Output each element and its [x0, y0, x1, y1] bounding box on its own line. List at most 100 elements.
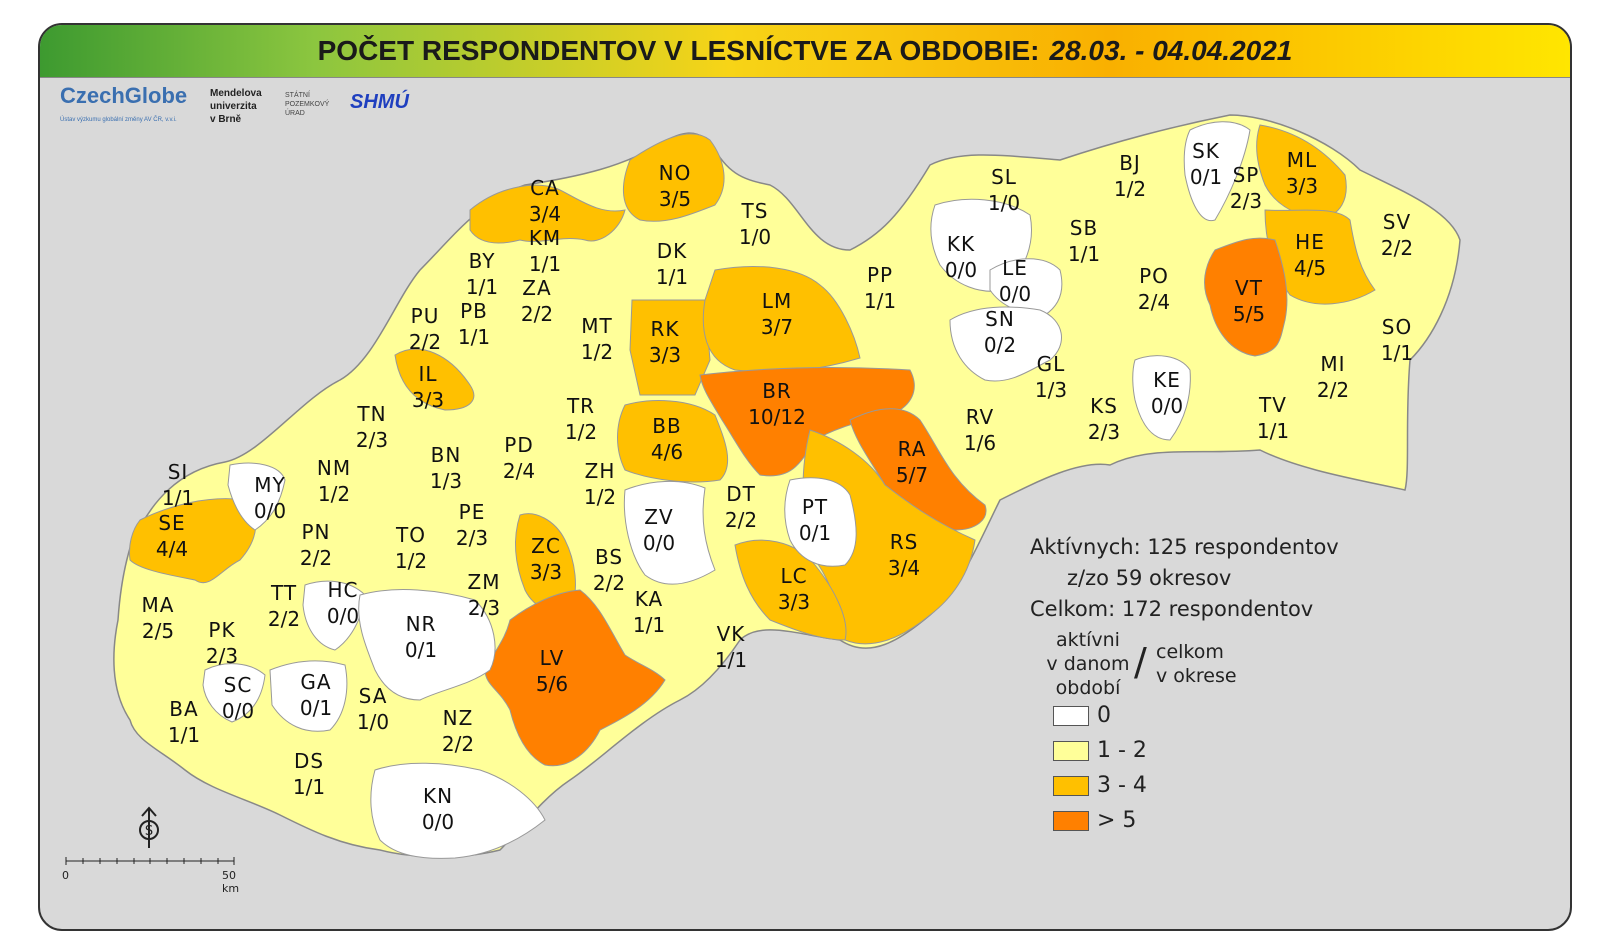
district-count-nz: 2/2 — [442, 732, 474, 756]
district-code-sp: SP — [1233, 163, 1260, 187]
district-count-ds: 1/1 — [293, 775, 325, 799]
district-code-vt: VT — [1235, 276, 1263, 300]
district-code-tr: TR — [566, 394, 595, 418]
district-area-nr — [358, 589, 496, 701]
district-count-zv: 0/0 — [643, 531, 675, 555]
mendel-logo: Mendelova univerzita v Brně — [210, 87, 262, 126]
district-count-ma: 2/5 — [142, 619, 174, 643]
district-count-zc: 3/3 — [530, 560, 562, 584]
district-count-ks: 2/3 — [1088, 420, 1120, 444]
district-area-lc — [734, 539, 847, 641]
district-count-pe: 2/3 — [456, 526, 488, 550]
district-count-dt: 2/2 — [725, 508, 757, 532]
district-code-kn: KN — [423, 784, 453, 808]
district-area-sc — [202, 663, 266, 723]
district-count-pb: 1/1 — [458, 325, 490, 349]
district-count-rv: 1/6 — [964, 431, 996, 455]
district-count-vk: 1/1 — [715, 648, 747, 672]
shmu-logo: SHMÚ — [350, 91, 409, 113]
district-area-lv — [484, 589, 666, 767]
legend-total-line: v okrese — [1156, 665, 1237, 687]
czechglobe-logo: CzechGlobe Ústav výzkumu globální změny … — [60, 83, 187, 123]
district-code-ke: KE — [1153, 368, 1181, 392]
district-count-zm: 2/3 — [468, 596, 500, 620]
colored-regions — [129, 124, 1376, 767]
legend-label: 0 — [1097, 703, 1111, 728]
district-area-bb — [617, 400, 729, 483]
district-code-by: BY — [469, 249, 496, 273]
district-count-sl: 1/0 — [988, 191, 1020, 215]
district-area-il — [394, 348, 475, 411]
district-code-dk: DK — [657, 239, 688, 263]
district-code-tv: TV — [1258, 393, 1287, 417]
district-code-to: TO — [395, 523, 426, 547]
district-count-rk: 3/3 — [649, 343, 681, 367]
spu-logo: STÁTNÍ POZEMKOVÝ ÚRAD — [285, 91, 329, 118]
total-respondents: Celkom: 172 respondentov — [1030, 597, 1314, 621]
district-code-bb: BB — [652, 414, 681, 438]
legend-swatch-5-plus — [1053, 810, 1089, 831]
district-count-sn: 0/2 — [984, 333, 1016, 357]
district-count-se: 4/4 — [156, 537, 188, 561]
district-count-bb: 4/6 — [651, 440, 683, 464]
district-code-hc: HC — [327, 578, 358, 602]
district-code-ra: RA — [898, 437, 927, 461]
district-area-my — [227, 462, 286, 531]
district-area-br — [699, 367, 915, 477]
district-count-il: 3/3 — [412, 388, 444, 412]
district-code-sv: SV — [1383, 210, 1411, 234]
district-code-il: IL — [418, 362, 437, 386]
district-code-rk: RK — [650, 317, 679, 341]
spu-logo-line: POZEMKOVÝ — [285, 101, 330, 108]
district-code-no: NO — [659, 161, 692, 185]
district-code-ds: DS — [294, 749, 324, 773]
legend-slash: / — [1134, 640, 1147, 684]
legend-total-line: celkom — [1156, 641, 1224, 663]
district-code-pb: PB — [460, 299, 488, 323]
district-count-po: 2/4 — [1138, 290, 1170, 314]
scale-bar: 0 50 km — [62, 855, 242, 895]
district-code-pn: PN — [301, 520, 330, 544]
district-code-mt: MT — [581, 314, 612, 338]
district-area-se — [129, 498, 257, 583]
legend-item-5-plus: > 5 — [1053, 808, 1136, 833]
district-count-rs: 3/4 — [888, 556, 920, 580]
district-code-bn: BN — [431, 443, 462, 467]
district-count-sb: 1/1 — [1068, 242, 1100, 266]
district-count-tn: 2/3 — [356, 428, 388, 452]
czechglobe-logo-text: CzechGlobe — [60, 83, 188, 108]
district-count-sa: 1/0 — [357, 710, 389, 734]
district-code-pd: PD — [504, 433, 533, 457]
district-count-tr: 1/2 — [565, 420, 597, 444]
district-code-sl: SL — [991, 165, 1017, 189]
district-count-ga: 0/1 — [300, 696, 332, 720]
district-count-mt: 1/2 — [581, 340, 613, 364]
district-count-bj: 1/2 — [1114, 177, 1146, 201]
district-count-ts: 1/0 — [739, 225, 771, 249]
district-count-zh: 1/2 — [584, 485, 616, 509]
district-area-zv — [623, 481, 716, 585]
title-bar: POČET RESPONDENTOV V LESNÍCTVE ZA OBDOBI… — [40, 25, 1570, 78]
district-count-lc: 3/3 — [778, 590, 810, 614]
district-area-sk — [1183, 121, 1251, 222]
district-count-sk: 0/1 — [1190, 165, 1222, 189]
district-code-po: PO — [1139, 264, 1169, 288]
district-code-rs: RS — [890, 530, 919, 554]
district-count-no: 3/5 — [659, 187, 691, 211]
district-count-pt: 0/1 — [799, 521, 831, 545]
district-code-br: BR — [762, 379, 792, 403]
district-area-kn — [370, 762, 546, 859]
district-count-nm: 1/2 — [318, 482, 350, 506]
district-count-pk: 2/3 — [206, 644, 238, 668]
district-area-ga — [269, 660, 348, 732]
scale-bar-line — [65, 857, 235, 865]
district-code-pk: PK — [208, 618, 235, 642]
legend-active-label: aktívni v danom období — [1042, 628, 1134, 700]
district-count-he: 4/5 — [1294, 256, 1326, 280]
district-code-dt: DT — [726, 482, 756, 506]
district-count-lm: 3/7 — [761, 315, 793, 339]
district-code-sk: SK — [1192, 139, 1220, 163]
active-respondents: Aktívnych: 125 respondentov — [1030, 535, 1339, 559]
